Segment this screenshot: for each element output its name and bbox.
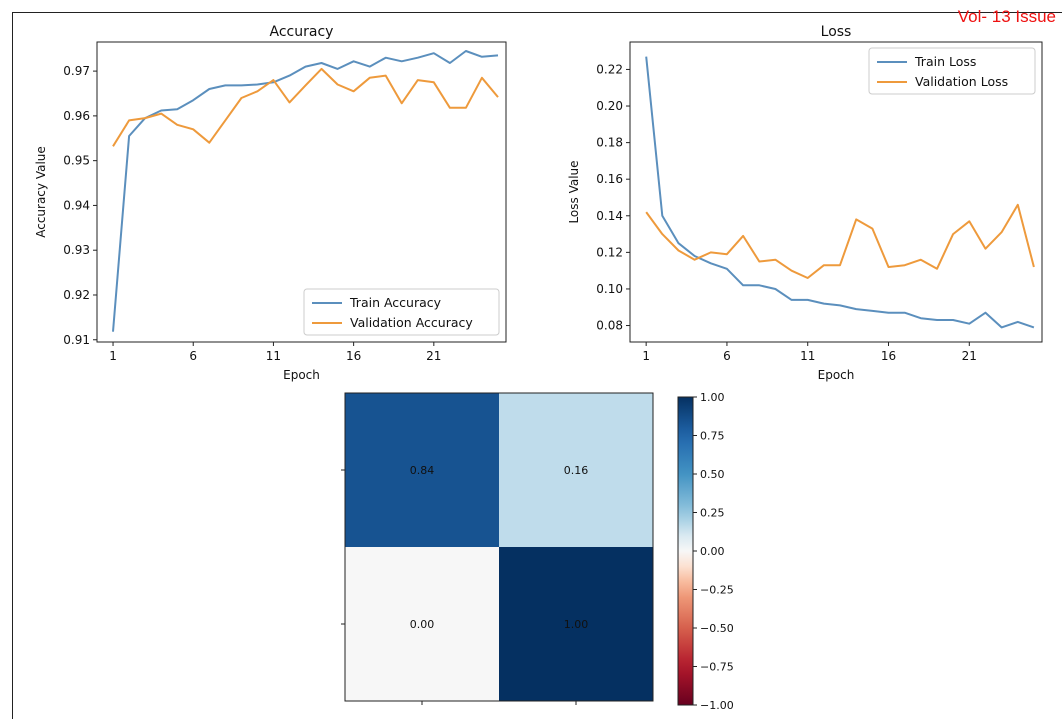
x-axis-label: Epoch bbox=[818, 368, 855, 382]
y-tick-label: 0.97 bbox=[63, 64, 90, 78]
x-tick-label: 21 bbox=[426, 349, 441, 363]
x-tick-label: 6 bbox=[189, 349, 197, 363]
y-tick-label: 0.95 bbox=[63, 154, 90, 168]
legend-label: Train Accuracy bbox=[349, 295, 442, 310]
legend-label: Train Loss bbox=[914, 54, 976, 69]
colorbar-tick-label: 0.50 bbox=[700, 468, 725, 481]
chart-title: Accuracy bbox=[270, 24, 334, 40]
x-tick-label: 16 bbox=[346, 349, 361, 363]
colorbar-tick-label: −1.00 bbox=[700, 699, 734, 712]
y-tick-label: 0.92 bbox=[63, 288, 90, 302]
heatmap-cell bbox=[499, 547, 653, 701]
x-tick-label: 16 bbox=[881, 349, 896, 363]
x-tick-label: 11 bbox=[266, 349, 281, 363]
y-tick-label: 0.08 bbox=[596, 319, 623, 333]
heatmap-cell-label: 0.16 bbox=[564, 464, 589, 477]
y-tick-label: 0.91 bbox=[63, 333, 90, 347]
legend-label: Validation Loss bbox=[915, 74, 1008, 89]
colorbar-tick-label: 0.75 bbox=[700, 430, 725, 443]
colorbar-tick-label: 1.00 bbox=[700, 391, 725, 404]
heatmap-border bbox=[344, 392, 654, 702]
heatmap-cell-label: 0.00 bbox=[410, 618, 435, 631]
colorbar-tick-label: −0.50 bbox=[700, 622, 734, 635]
series-line-train-accuracy bbox=[112, 50, 499, 332]
x-tick-label: 11 bbox=[800, 349, 815, 363]
y-tick-label: 0.14 bbox=[596, 209, 623, 223]
legend: Train Loss Validation Loss bbox=[868, 47, 1036, 95]
y-tick-label: 0.20 bbox=[596, 99, 623, 113]
colorbar-tick-label: 0.25 bbox=[700, 507, 725, 520]
heatmap-cell bbox=[499, 393, 653, 547]
y-tick-label: 0.12 bbox=[596, 245, 623, 259]
heatmap-cell bbox=[345, 547, 499, 701]
chart-title: Loss bbox=[821, 24, 852, 40]
y-tick-label: 0.18 bbox=[596, 136, 623, 150]
y-tick-label: 0.93 bbox=[63, 243, 90, 257]
series-line-validation-loss bbox=[645, 203, 1035, 279]
heatmap-cell-label: 1.00 bbox=[564, 618, 589, 631]
series-line-validation-accuracy bbox=[112, 67, 499, 147]
y-tick-label: 0.94 bbox=[63, 198, 90, 212]
legend-box bbox=[868, 47, 1036, 95]
legend-box bbox=[303, 288, 500, 336]
y-tick-label: 0.10 bbox=[596, 282, 623, 296]
y-tick-label: 0.96 bbox=[63, 109, 90, 123]
colorbar-tick-label: 0.00 bbox=[700, 545, 725, 558]
x-tick-label: 21 bbox=[962, 349, 977, 363]
corner-note: Vol- 13 Issue bbox=[957, 7, 1056, 26]
x-tick-label: 1 bbox=[642, 349, 650, 363]
heatmap-cell-label: 0.84 bbox=[410, 464, 435, 477]
colorbar-tick-label: −0.75 bbox=[700, 661, 734, 674]
x-axis-label: Epoch bbox=[283, 368, 320, 382]
y-tick-label: 0.22 bbox=[596, 62, 623, 76]
x-tick-label: 6 bbox=[723, 349, 731, 363]
x-tick-label: 1 bbox=[109, 349, 117, 363]
heatmap-confusion-matrix: 0.84 0.16 0.00 1.00 bbox=[341, 392, 654, 705]
y-axis-label: Accuracy Value bbox=[34, 146, 48, 238]
series-line-train-loss bbox=[645, 56, 1035, 329]
y-axis-label: Loss Value bbox=[567, 160, 581, 223]
figure-frame: Vol- 13 Issue bbox=[12, 7, 1062, 719]
legend: Train Accuracy Validation Accuracy bbox=[303, 288, 500, 336]
colorbar-bar bbox=[677, 396, 694, 706]
y-tick-label: 0.16 bbox=[596, 172, 623, 186]
legend-label: Validation Accuracy bbox=[350, 315, 473, 330]
colorbar: 1.00 0.75 0.50 0.25 0.00 −0.25 −0.50 −0.75 −1.00 bbox=[677, 391, 734, 712]
heatmap-cell bbox=[345, 393, 499, 547]
colorbar-tick-label: −0.25 bbox=[700, 584, 734, 597]
